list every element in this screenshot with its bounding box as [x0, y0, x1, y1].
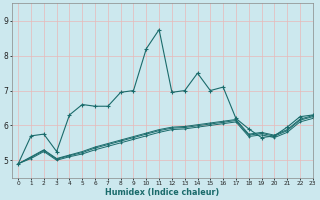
X-axis label: Humidex (Indice chaleur): Humidex (Indice chaleur) [105, 188, 220, 197]
